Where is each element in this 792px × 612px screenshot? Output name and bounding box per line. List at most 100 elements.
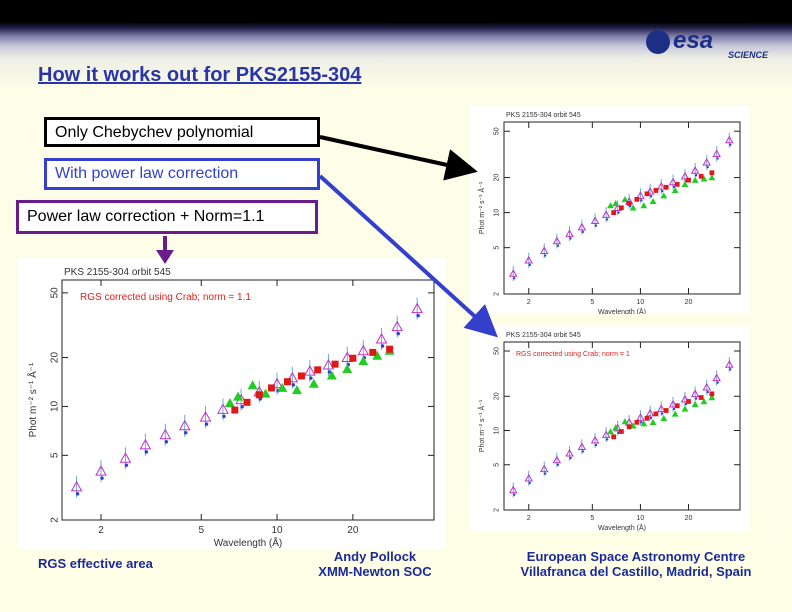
data-point-green-triangle [621,418,629,425]
data-point-blue-star [544,472,547,475]
data-point-open-triangle [656,404,666,413]
data-point-blue-star [144,450,149,454]
data-point-blue-star [513,277,516,280]
y-axis-label: Phot m⁻² s⁻¹ Å⁻¹ [477,399,486,452]
data-point-blue-star [649,416,653,420]
data-point-blue-star [164,439,169,444]
data-point-blue-star [581,230,585,234]
y-tick-label: 2 [50,517,61,523]
data-point-open-triangle [690,389,700,398]
label-power-law: With power law correction [44,158,320,190]
data-point-red-square [611,434,617,440]
data-point-open-triangle [668,177,678,186]
data-point-green-triangle [621,195,629,203]
data-point-blue-star [694,397,698,400]
plot-frame [503,341,741,511]
y-tick-label: 2 [493,292,500,296]
data-point-open-triangle [577,442,587,450]
data-point-open-triangle [702,382,711,391]
data-point-open-triangle [217,403,229,414]
data-point-blue-star [605,218,609,221]
data-point-blue-star [594,443,598,447]
data-point-open-triangle [590,216,600,225]
data-point-blue-star [617,211,620,214]
footer-institute-location: Villafranca del Castillo, Madrid, Spain [520,564,752,579]
data-point-blue-star [544,254,547,257]
data-point-open-triangle [139,438,152,450]
data-point-green-triangle [640,420,648,427]
data-point-green-triangle [671,187,679,194]
data-point-open-triangle [159,428,172,440]
data-point-open-triangle [680,394,690,403]
esa-logo-subtitle: SCIENCE [728,50,769,60]
data-point-open-triangle [601,210,611,218]
x-axis-label: Wavelength (Å) [598,523,646,532]
data-point-blue-star [513,493,516,496]
data-point-blue-star [640,421,643,424]
data-point-blue-star [291,383,296,387]
data-point-green-triangle [660,414,668,422]
y-axis-label: Phot m⁻² s⁻¹ Å⁻¹ [477,181,486,234]
data-point-blue-star [416,313,420,318]
data-point-green-triangle [700,398,708,405]
data-point-green-triangle [671,410,679,417]
data-point-red-square [698,395,704,400]
x-tick-label: 2 [527,299,531,306]
arrow-chebychev-to-top-chart [319,135,478,181]
data-point-blue-star [569,456,572,460]
data-point-green-triangle [708,394,716,401]
data-point-open-triangle [645,408,655,417]
data-point-blue-star [556,244,560,247]
x-tick-label: 5 [590,299,594,306]
x-tick-label: 10 [637,299,645,306]
top-spectrum-chart: PKS 2155-304 orbit 545 2 5 10 20 2 5 10 20 50 Wave… [477,112,741,316]
footer-institute: European Space Astronomy Centre Villafra… [486,549,786,579]
data-point-blue-star [380,344,385,348]
data-point-open-triangle [656,181,666,190]
data-point-open-triangle [690,166,700,174]
data-point-green-triangle [700,175,708,182]
data-point-open-triangle [271,377,283,389]
data-point-red-square [231,406,239,414]
data-point-green-triangle [358,356,369,366]
data-point-red-square [386,345,394,353]
data-point-open-triangle [680,171,690,180]
x-tick-label: 2 [527,515,531,522]
data-point-blue-star [694,174,698,177]
y-tick-label: 10 [493,427,500,435]
esa-logo-text: esa [673,27,714,54]
data-point-blue-star [672,407,676,411]
data-point-open-triangle [565,448,574,457]
data-point-red-square [653,188,659,193]
data-point-open-triangle [645,187,655,195]
main-spectrum-panel: PKS 2155-304 orbit 545 2 5 10 20 2 5 10 20 50 Wave… [18,258,446,550]
y-tick-label: 50 [493,347,500,355]
data-point-blue-star [75,492,80,496]
y-tick-label: 50 [493,127,500,135]
top-spectrum-panel: PKS 2155-304 orbit 545 2 5 10 20 2 5 10 20 50 Wave… [470,106,750,316]
data-point-green-triangle [326,370,337,380]
footer-left: RGS effective area [38,556,153,571]
data-point-green-triangle [691,176,699,183]
data-point-open-triangle [411,302,423,314]
data-point-open-triangle [552,236,562,245]
data-point-blue-star [556,463,560,466]
data-point-blue-star [396,331,400,336]
data-point-open-triangle [70,480,83,492]
data-point-red-square [709,391,715,397]
data-point-blue-star [706,165,709,169]
arrow-power-law-to-bottom-chart [318,174,498,338]
label-chebychev: Only Chebychev polynomial [44,117,320,147]
data-point-red-square [314,366,322,374]
data-point-red-square [674,403,680,409]
data-point-red-square [634,419,640,425]
data-point-red-square [698,173,704,179]
data-point-green-triangle [372,350,383,360]
data-point-green-triangle [233,391,244,401]
data-point-red-square [267,384,275,392]
data-point-blue-star [240,404,244,409]
data-point-open-triangle [178,419,191,431]
esa-logo-circle-icon [646,30,670,54]
data-point-green-triangle [660,192,668,199]
data-point-open-triangle [375,332,388,344]
